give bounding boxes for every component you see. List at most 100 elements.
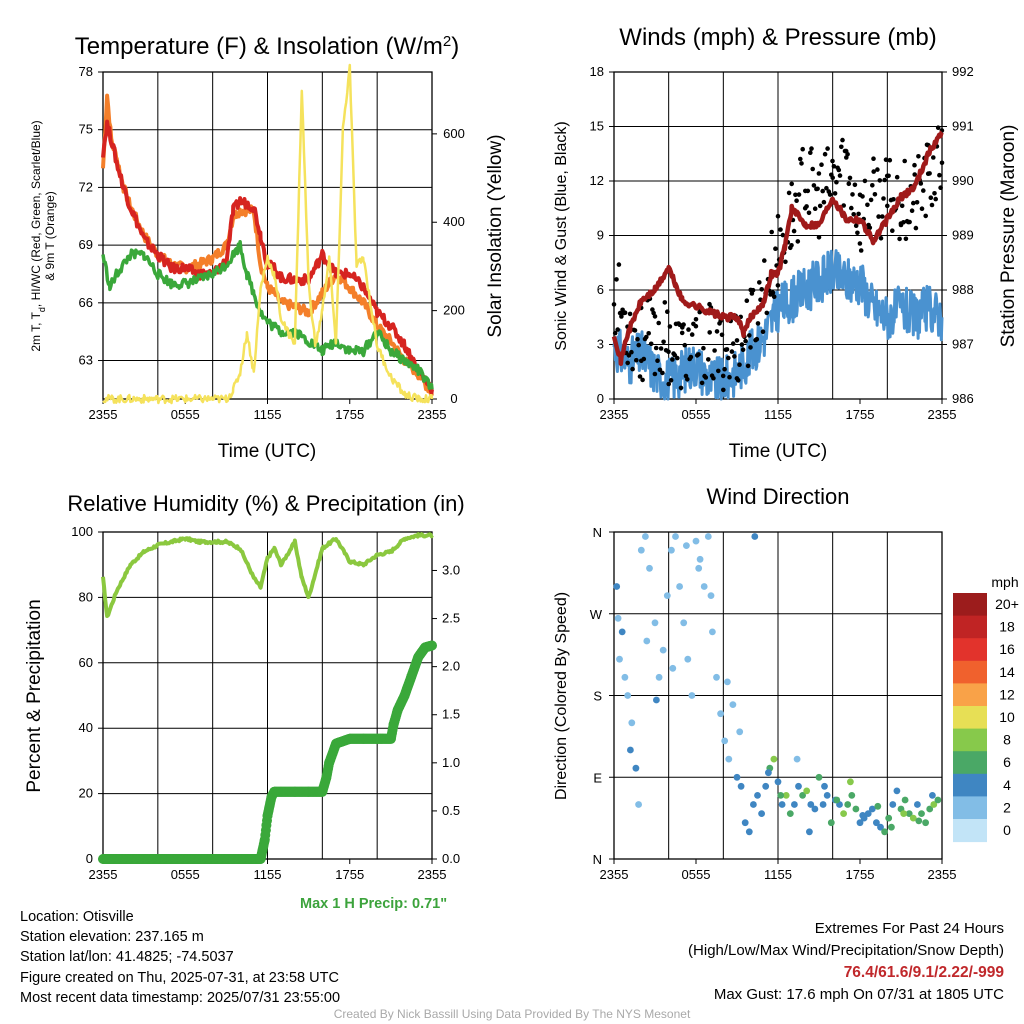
x-tick-label: 0555 <box>171 867 200 882</box>
y-right-tick-label: 600 <box>443 126 465 141</box>
direction-point <box>613 583 621 590</box>
gust-point <box>740 347 746 353</box>
direction-point <box>733 773 741 781</box>
direction-point <box>754 792 761 799</box>
gust-point <box>630 366 635 372</box>
direction-point <box>762 782 770 790</box>
direction-point <box>881 828 888 836</box>
gust-point <box>816 235 822 240</box>
gust-point <box>615 327 620 332</box>
series-pressure <box>611 130 944 367</box>
y-left-axis-label: Percent & Precipitation <box>24 599 45 792</box>
x-tick-label: 2355 <box>89 407 118 422</box>
direction-point <box>770 755 778 763</box>
gust-point <box>726 355 731 361</box>
direction-point <box>873 819 880 827</box>
y-right-tick-label: 990 <box>952 173 974 188</box>
gust-point <box>897 236 902 242</box>
gust-point <box>806 210 812 216</box>
gust-point <box>721 387 726 393</box>
direction-point <box>819 801 827 808</box>
gust-point <box>811 183 817 188</box>
gust-point <box>722 366 727 372</box>
direction-point <box>721 737 729 745</box>
gust-point <box>646 331 651 336</box>
gust-point <box>612 330 618 336</box>
gust-point <box>845 152 850 157</box>
x-tick-label: 1755 <box>846 867 875 882</box>
direction-point <box>745 828 753 836</box>
gust-point <box>933 196 938 202</box>
y-left-tick-label: 6 <box>597 282 604 297</box>
gust-point <box>877 178 883 183</box>
gust-point <box>706 357 711 362</box>
legend-swatch <box>953 773 987 797</box>
gust-point <box>894 174 900 180</box>
gust-point <box>665 309 670 315</box>
x-tick-label: 2355 <box>418 867 447 882</box>
direction-point <box>680 619 688 627</box>
gust-point <box>887 157 893 163</box>
gust-point <box>862 178 868 184</box>
legend-label: 6 <box>1003 754 1011 770</box>
y-left-tick-label: 100 <box>71 524 93 539</box>
gust-point <box>919 206 925 211</box>
direction-point <box>889 801 897 808</box>
gust-point <box>907 219 912 225</box>
x-tick-label: 0555 <box>171 407 200 422</box>
gust-point <box>714 329 720 334</box>
gust-point <box>891 197 896 202</box>
direction-point <box>888 823 895 831</box>
gust-point <box>791 228 797 234</box>
gust-point <box>712 348 717 353</box>
legend-label: 18 <box>999 619 1015 635</box>
gust-point <box>822 151 828 157</box>
gust-point <box>769 229 774 235</box>
gust-point <box>627 311 633 317</box>
gust-point <box>660 370 665 376</box>
gust-point <box>703 375 709 380</box>
gust-point <box>914 200 920 205</box>
y-right-tick-label: 2.0 <box>442 659 460 674</box>
gust-point <box>681 322 686 327</box>
gust-point <box>846 181 852 187</box>
x-tick-label: 2355 <box>928 867 957 882</box>
gust-point <box>636 342 641 348</box>
direction-point <box>688 692 696 699</box>
gust-point <box>678 385 684 391</box>
extremes-title: Extremes For Past 24 Hours <box>814 920 1004 937</box>
gust-point <box>878 236 884 241</box>
gust-point <box>783 259 788 265</box>
gust-point <box>858 248 864 253</box>
direction-point <box>736 728 744 736</box>
gust-point <box>913 225 919 231</box>
y-left-axis-label: Sonic Wind & Gust (Blue, Black) <box>553 121 570 350</box>
gust-point <box>616 262 622 267</box>
y-left-tick-label: 69 <box>79 237 93 252</box>
legend-label: 4 <box>1003 777 1011 793</box>
gust-point <box>830 175 835 180</box>
direction-point <box>632 764 640 772</box>
y-right-axis-label: Solar Insolation (Yellow) <box>485 134 506 337</box>
gust-point <box>939 160 945 166</box>
gust-point <box>839 144 844 150</box>
y-left-tick-label: E <box>593 770 602 785</box>
legend-swatch <box>953 728 987 752</box>
direction-point <box>653 696 660 704</box>
direction-point <box>700 583 708 590</box>
elevation-text: Station elevation: 237.165 m <box>20 929 204 946</box>
direction-point <box>628 719 636 727</box>
gust-point <box>614 277 619 282</box>
gust-point <box>885 203 890 209</box>
direction-point <box>914 801 921 808</box>
gust-point <box>850 192 855 197</box>
chart-title: Temperature (F) & Insolation (W/m2) <box>75 33 459 61</box>
x-tick-label: 0555 <box>682 407 711 422</box>
gust-point <box>648 341 654 347</box>
gust-point <box>871 169 876 174</box>
y-left-tick-label: 78 <box>79 64 93 79</box>
gust-point <box>853 223 859 228</box>
gust-point <box>734 338 740 343</box>
gust-point <box>883 157 889 162</box>
